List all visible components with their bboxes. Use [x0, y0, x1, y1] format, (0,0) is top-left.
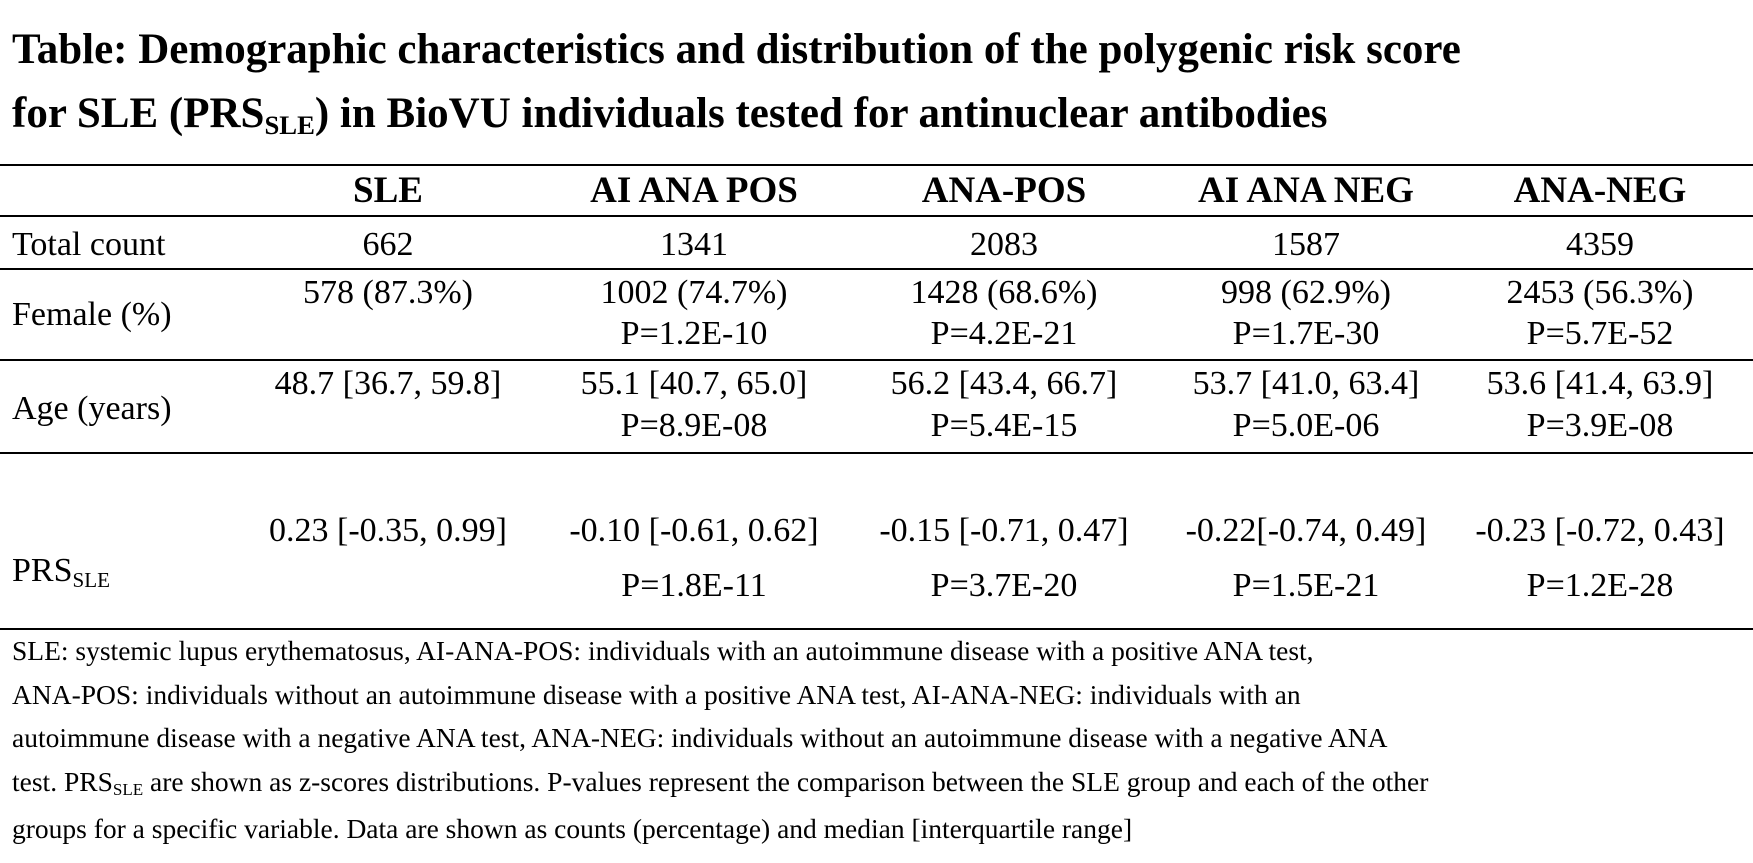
row-label-prs-subscript: SLE	[72, 567, 110, 592]
female-bottom-rule	[0, 359, 1753, 361]
female-ana-neg-pvalue: P=5.7E-52	[1526, 315, 1674, 352]
table-title: Table: Demographic characteristics and d…	[12, 18, 1732, 150]
age-ai-ana-pos: 55.1 [40.7, 65.0]	[580, 365, 808, 402]
age-ana-pos: 56.2 [43.4, 66.7]	[890, 365, 1118, 402]
footnote-line-5: groups for a specific variable. Data are…	[12, 813, 1133, 844]
column-header-ana-pos: ANA-POS	[921, 170, 1087, 211]
age-ana-neg-pvalue: P=3.9E-08	[1526, 407, 1674, 444]
age-ana-pos-pvalue: P=5.4E-15	[930, 407, 1078, 444]
footnote-line-1: SLE: systemic lupus erythematosus, AI-AN…	[12, 635, 1314, 666]
age-ai-ana-neg: 53.7 [41.0, 63.4]	[1192, 365, 1420, 402]
female-ana-pos-pvalue: P=4.2E-21	[930, 315, 1078, 352]
total-count-ana-pos: 2083	[970, 226, 1038, 263]
age-ai-ana-pos-pvalue: P=8.9E-08	[620, 407, 768, 444]
total-count-sle: 662	[362, 226, 414, 263]
prs-ai-ana-neg: -0.22[-0.74, 0.49]	[1185, 512, 1427, 549]
header-bottom-rule	[0, 215, 1753, 217]
female-sle: 578 (87.3%)	[303, 274, 473, 311]
prs-ai-ana-neg-pvalue: P=1.5E-21	[1232, 567, 1380, 604]
female-ai-ana-pos: 1002 (74.7%)	[600, 274, 788, 311]
female-ana-neg: 2453 (56.3%)	[1506, 274, 1694, 311]
table-top-rule	[0, 164, 1753, 166]
column-header-sle: SLE	[353, 170, 423, 211]
total-count-ai-ana-neg: 1587	[1272, 226, 1340, 263]
footnote-line-4-prefix: test. PRS	[12, 765, 113, 797]
title-line-2-suffix: ) in BioVU individuals tested for antinu…	[314, 90, 1328, 137]
column-header-ai-ana-pos: AI ANA POS	[590, 170, 798, 211]
footnote-line-4-subscript: SLE	[112, 780, 144, 800]
table-bottom-rule	[0, 628, 1753, 630]
row-label-age: Age (years)	[12, 390, 172, 427]
row-label-prs-text: PRS	[12, 552, 73, 589]
prs-ana-pos: -0.15 [-0.71, 0.47]	[879, 512, 1129, 549]
prs-ana-neg-pvalue: P=1.2E-28	[1526, 567, 1674, 604]
prs-ana-pos-pvalue: P=3.7E-20	[930, 567, 1078, 604]
age-sle: 48.7 [36.7, 59.8]	[274, 365, 502, 402]
female-ai-ana-pos-pvalue: P=1.2E-10	[620, 315, 768, 352]
prs-sle: 0.23 [-0.35, 0.99]	[269, 512, 507, 549]
age-bottom-rule	[0, 452, 1753, 454]
footnote-line-2: ANA-POS: individuals without an autoimmu…	[12, 678, 1301, 710]
prs-ai-ana-pos: -0.10 [-0.61, 0.62]	[569, 512, 819, 549]
prs-ana-neg: -0.23 [-0.72, 0.43]	[1475, 512, 1725, 549]
row-label-female: Female (%)	[12, 296, 172, 333]
age-ai-ana-neg-pvalue: P=5.0E-06	[1232, 407, 1380, 444]
total-count-ai-ana-pos: 1341	[660, 226, 728, 263]
age-ana-neg: 53.6 [41.4, 63.9]	[1486, 365, 1714, 402]
title-line-2-prefix: for SLE (PRS	[12, 90, 265, 137]
prs-ai-ana-pos-pvalue: P=1.8E-11	[621, 567, 767, 604]
footnote-line-4-suffix: are shown as z-scores distributions. P-v…	[143, 765, 1429, 797]
title-line-1: Table: Demographic characteristics and d…	[12, 26, 1461, 73]
title-line-2-subscript: SLE	[264, 110, 315, 141]
footnote-line-4: test. PRSSLE are shown as z-scores distr…	[12, 760, 1740, 808]
female-ai-ana-neg-pvalue: P=1.7E-30	[1232, 315, 1380, 352]
female-ai-ana-neg: 998 (62.9%)	[1221, 274, 1391, 311]
column-header-ai-ana-neg: AI ANA NEG	[1198, 170, 1414, 211]
column-header-ana-neg: ANA-NEG	[1513, 170, 1687, 211]
female-ana-pos: 1428 (68.6%)	[910, 274, 1098, 311]
total-count-ana-neg: 4359	[1566, 226, 1634, 263]
row-label-total-count: Total count	[12, 226, 166, 263]
footnote-line-3: autoimmune disease with a negative ANA t…	[12, 722, 1388, 753]
total-count-bottom-rule	[0, 268, 1753, 270]
row-label-prs: PRSSLE	[12, 548, 110, 597]
table-footnote: SLE: systemic lupus erythematosus, AI-AN…	[12, 629, 1740, 851]
